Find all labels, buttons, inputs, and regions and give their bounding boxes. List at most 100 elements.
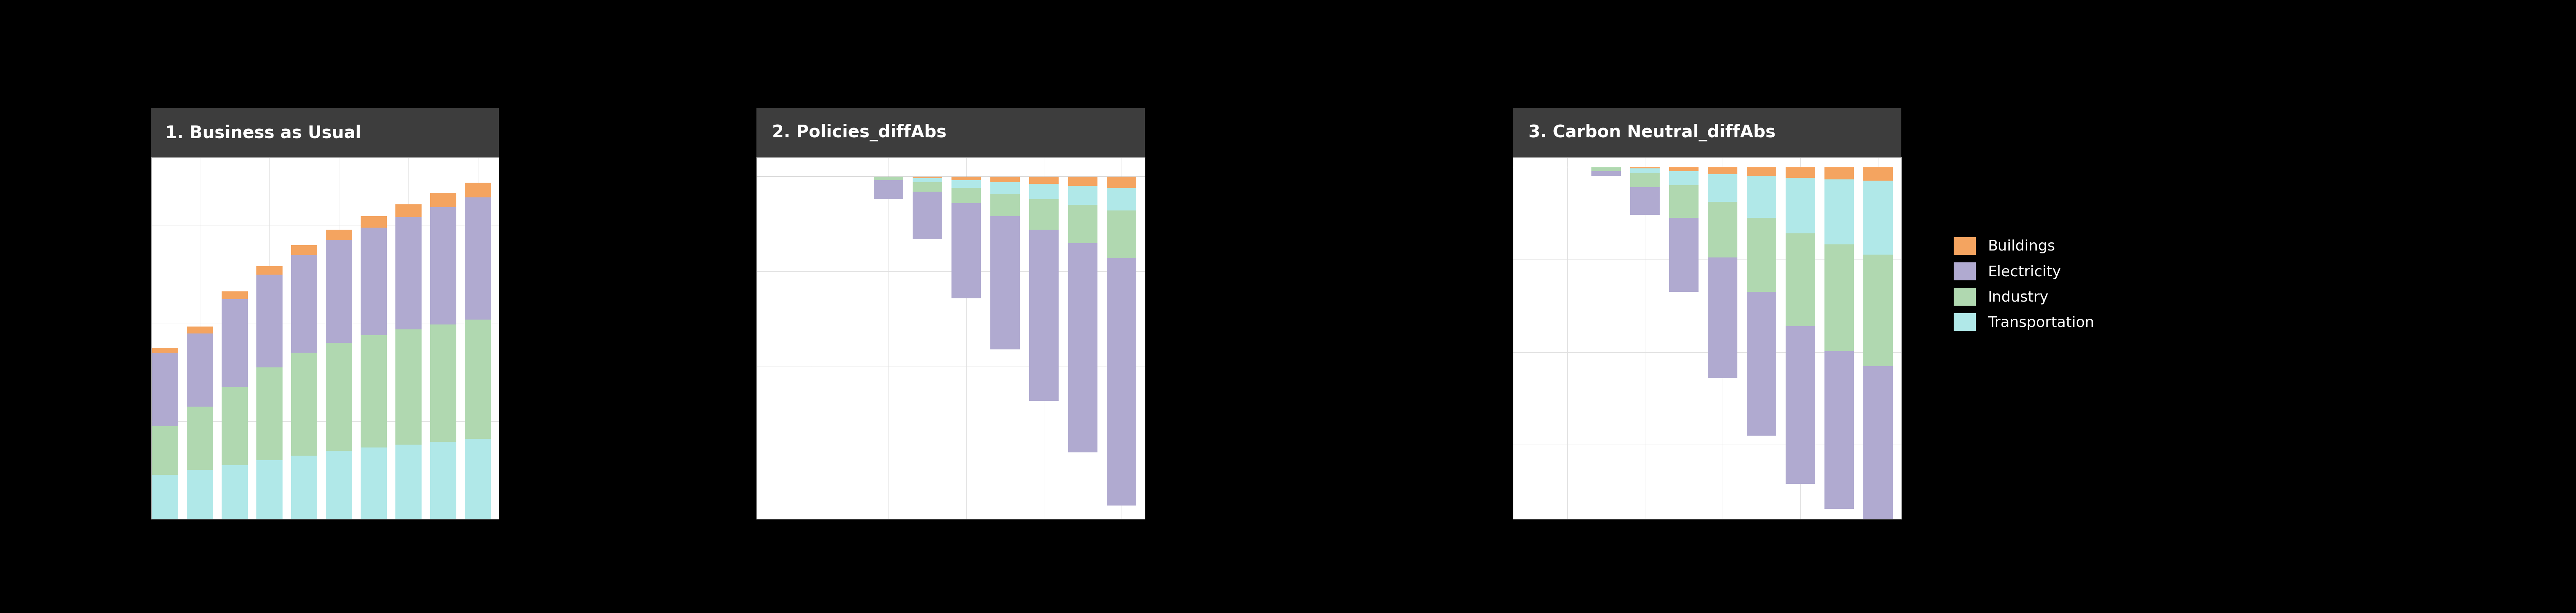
Bar — [394, 217, 422, 329]
Bar — [1030, 177, 1059, 184]
Bar — [185, 327, 214, 333]
Bar — [325, 343, 353, 451]
Bar — [1862, 366, 1893, 519]
Bar — [1108, 188, 1136, 211]
Bar — [1747, 167, 1777, 176]
Bar — [1862, 180, 1893, 255]
Bar — [1069, 186, 1097, 205]
Bar — [1108, 258, 1136, 506]
Bar — [222, 291, 247, 299]
Bar — [152, 348, 178, 353]
Bar — [291, 455, 317, 519]
Bar — [1669, 167, 1698, 171]
Bar — [1708, 202, 1736, 257]
Bar — [1669, 185, 1698, 218]
Bar — [325, 230, 353, 240]
Bar — [222, 465, 247, 519]
Bar — [912, 192, 943, 239]
Bar — [1108, 211, 1136, 258]
Bar — [951, 188, 981, 203]
Bar — [291, 353, 317, 455]
Bar — [1669, 171, 1698, 185]
Bar — [873, 177, 904, 180]
Bar — [1030, 184, 1059, 199]
Bar — [1631, 187, 1659, 215]
Bar — [1069, 243, 1097, 452]
Bar — [1631, 169, 1659, 173]
Bar — [1747, 218, 1777, 292]
Legend: Buildings, Electricity, Industry, Transportation: Buildings, Electricity, Industry, Transp… — [1953, 237, 2094, 331]
Bar — [255, 266, 283, 275]
Bar — [394, 329, 422, 444]
Bar — [430, 194, 456, 207]
Bar — [951, 203, 981, 298]
Text: 3. Carbon Neutral_diffAbs: 3. Carbon Neutral_diffAbs — [1528, 124, 1775, 142]
Bar — [1108, 177, 1136, 188]
Bar — [222, 299, 247, 387]
Bar — [464, 439, 492, 519]
Bar — [1862, 167, 1893, 180]
Bar — [361, 335, 386, 447]
Bar — [1785, 167, 1816, 178]
Bar — [912, 177, 943, 178]
Bar — [325, 240, 353, 343]
Bar — [361, 227, 386, 335]
Bar — [1785, 178, 1816, 234]
Text: 1. Business as Usual: 1. Business as Usual — [165, 124, 361, 142]
Bar — [1708, 257, 1736, 378]
Bar — [1708, 167, 1736, 174]
Bar — [1030, 199, 1059, 230]
Bar — [912, 182, 943, 192]
Bar — [430, 324, 456, 442]
Bar — [152, 475, 178, 519]
Bar — [185, 333, 214, 406]
Bar — [1069, 205, 1097, 243]
Bar — [185, 470, 214, 519]
Bar — [1069, 177, 1097, 186]
Bar — [1785, 326, 1816, 484]
Bar — [1824, 351, 1855, 509]
Text: 2. Policies_diffAbs: 2. Policies_diffAbs — [773, 124, 945, 142]
Bar — [1824, 245, 1855, 351]
Bar — [1824, 167, 1855, 180]
Bar — [394, 444, 422, 519]
Bar — [430, 442, 456, 519]
Bar — [1824, 180, 1855, 245]
Bar — [1862, 255, 1893, 366]
Bar — [361, 447, 386, 519]
Bar — [152, 353, 178, 426]
Bar — [989, 194, 1020, 216]
Bar — [1785, 234, 1816, 326]
Bar — [1631, 167, 1659, 169]
Bar — [1592, 167, 1620, 171]
Bar — [255, 368, 283, 460]
Bar — [912, 178, 943, 182]
Bar — [291, 255, 317, 353]
Bar — [1669, 218, 1698, 292]
Bar — [185, 406, 214, 470]
Bar — [1631, 173, 1659, 187]
Bar — [1747, 176, 1777, 218]
Bar — [464, 183, 492, 197]
Bar — [1592, 171, 1620, 176]
Bar — [1708, 174, 1736, 202]
Bar — [989, 182, 1020, 194]
Bar — [255, 275, 283, 368]
Bar — [430, 207, 456, 324]
Bar — [255, 460, 283, 519]
Bar — [325, 451, 353, 519]
Bar — [951, 177, 981, 180]
Bar — [873, 180, 904, 199]
Bar — [464, 197, 492, 319]
Bar — [951, 180, 981, 188]
Bar — [291, 245, 317, 255]
Bar — [1747, 292, 1777, 436]
Bar — [222, 387, 247, 465]
Bar — [152, 426, 178, 475]
Y-axis label: CO₂ Emissions (MTCO₂): CO₂ Emissions (MTCO₂) — [106, 253, 118, 424]
Bar — [464, 319, 492, 439]
Bar — [361, 216, 386, 227]
Bar — [394, 204, 422, 217]
Bar — [989, 177, 1020, 182]
Bar — [1030, 230, 1059, 401]
